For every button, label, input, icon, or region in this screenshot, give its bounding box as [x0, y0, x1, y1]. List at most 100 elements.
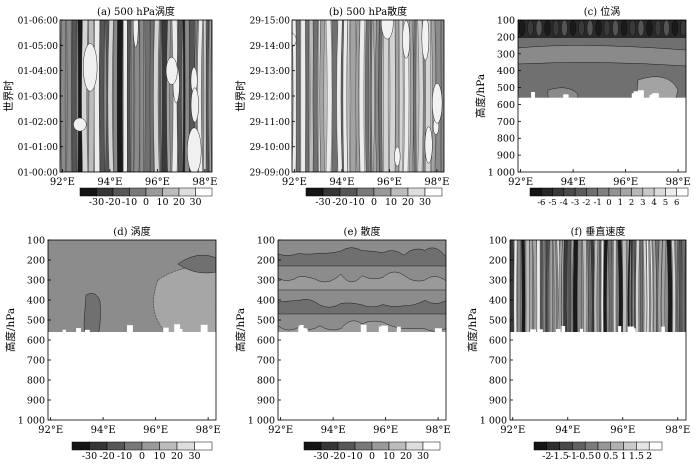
y-axis-label: 世界时	[3, 80, 15, 112]
x-tick-label: 92°E	[268, 425, 293, 436]
y-tick-label: 500	[257, 316, 275, 327]
y-tick-label: 1 000	[480, 416, 507, 427]
colorbar-swatch	[665, 187, 677, 197]
contour-field	[48, 240, 216, 420]
contour-cell	[680, 20, 686, 37]
colorbar-label: 5	[663, 198, 668, 208]
colorbar-swatch	[195, 187, 213, 197]
colorbar-label: 0	[606, 198, 611, 208]
terrain-notch	[563, 94, 569, 109]
contour-band	[319, 20, 326, 172]
contour-band	[383, 20, 389, 172]
contour-band	[130, 20, 134, 172]
x-tick-label: 94°E	[97, 177, 122, 188]
y-tick-label: 200	[257, 256, 275, 267]
y-tick-label: 700	[27, 356, 45, 367]
colorbar-label: -10	[347, 451, 362, 462]
terrain-notch	[661, 326, 665, 340]
contour-band	[177, 254, 216, 274]
contour-band	[153, 20, 160, 172]
colorbar-swatch	[623, 441, 637, 451]
contour-band	[325, 20, 333, 172]
y-tick-label: 01-04:00	[18, 67, 59, 77]
colorbar-swatch	[559, 441, 573, 451]
y-tick-label: 01-00:00	[18, 169, 59, 179]
colorbar-label: -10	[122, 197, 137, 208]
contour-cell	[424, 126, 433, 164]
y-tick-label: 29-15:00	[250, 17, 291, 27]
x-tick-label: 92°E	[500, 425, 525, 436]
colorbar-swatch	[653, 187, 666, 197]
y-axis-label: 高度/hPa	[234, 308, 247, 352]
colorbar-label: -20	[105, 197, 120, 208]
contour-field	[60, 20, 212, 172]
contour-cell	[629, 20, 636, 37]
x-tick-label: 96°E	[377, 177, 402, 188]
terrain-mask	[510, 332, 686, 420]
y-tick-label: 400	[497, 66, 515, 77]
colorbar-swatch	[390, 187, 409, 197]
y-tick-label: 1 000	[488, 168, 515, 179]
terrain-notch	[381, 325, 388, 340]
colorbar-swatch	[373, 187, 392, 197]
panel-a: (a) 500 hPa涡度 92°E 94°E 96°E 98°E 01-00:00 01-…	[3, 5, 217, 208]
y-tick-label: 200	[489, 256, 507, 267]
contour-band	[209, 20, 212, 172]
y-tick-label: 200	[497, 32, 515, 43]
colorbar-swatch	[89, 441, 108, 451]
terrain-notch	[618, 326, 622, 342]
colorbar-swatch	[541, 187, 553, 197]
y-tick-label: 29-10:00	[250, 143, 291, 153]
x-tick-label: 94°E	[91, 425, 116, 436]
contour-band	[518, 20, 686, 38]
colorbar-swatch	[610, 441, 624, 451]
contour-cell	[671, 20, 679, 37]
terrain-notch	[360, 324, 367, 336]
contour-band	[113, 20, 118, 172]
contour-cell	[132, 20, 139, 48]
colorbar-swatch	[112, 187, 130, 197]
x-tick-label: 98°E	[426, 425, 451, 436]
contour-band	[312, 20, 319, 172]
contour-band	[159, 20, 162, 172]
y-tick-label: 800	[27, 376, 45, 387]
plot-frame	[47, 239, 217, 421]
y-tick-label: 700	[497, 117, 515, 128]
contour-band	[99, 20, 106, 172]
y-tick-label: 100	[27, 236, 45, 247]
colorbar-label: -3	[571, 198, 579, 208]
terrain-notch	[200, 324, 208, 337]
contour-cell	[603, 20, 611, 37]
colorbar-label: -4	[560, 198, 568, 208]
y-axis-label: 高度/hPa	[466, 308, 479, 352]
colorbar-label: 0	[369, 451, 375, 462]
contour-cell	[569, 20, 577, 37]
contour-cell	[595, 20, 602, 37]
terrain-mask	[278, 332, 446, 420]
colorbar-swatch	[337, 441, 356, 451]
contour-band	[346, 20, 350, 172]
plot-frame	[509, 239, 687, 421]
colorbar-label: 0.5	[603, 451, 618, 462]
colorbar-swatch	[194, 441, 213, 451]
terrain-notch	[300, 328, 307, 344]
panel-title: (b) 500 hPa散度	[329, 5, 407, 18]
contour-cell	[561, 20, 568, 37]
colorbar-label: 2	[646, 451, 652, 462]
y-tick-label: 400	[257, 296, 275, 307]
colorbar-swatch	[424, 187, 443, 197]
y-tick-label: 1 000	[248, 416, 275, 427]
colorbar-swatch	[106, 441, 125, 451]
x-tick-label: 94°E	[329, 177, 354, 188]
colorbar-label: 10	[156, 197, 168, 208]
contour-band	[403, 20, 410, 172]
panel-title: (e) 散度	[344, 225, 381, 238]
y-tick-label: 600	[257, 336, 275, 347]
contour-band	[441, 20, 444, 172]
colorbar-swatch	[71, 441, 90, 451]
colorbar-label: 20	[171, 451, 183, 462]
colorbar-label: -30	[313, 451, 328, 462]
y-tick-label: 01-06:00	[18, 17, 59, 27]
contour-cell	[380, 20, 394, 40]
contour-cell	[654, 20, 662, 37]
